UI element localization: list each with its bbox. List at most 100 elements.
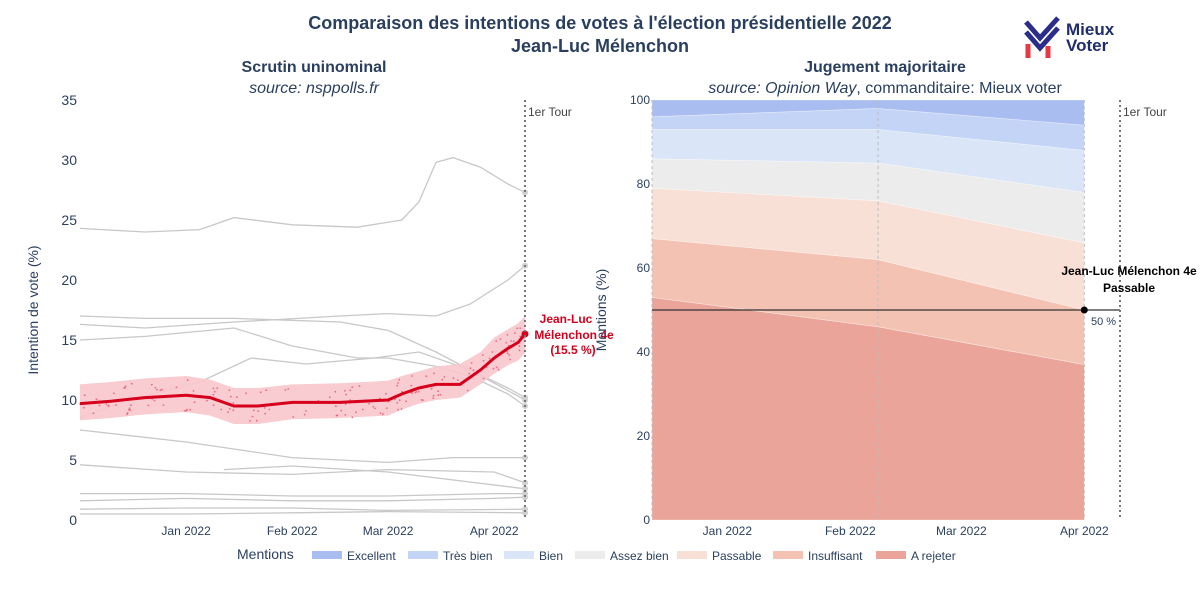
candidate-line: [79, 265, 526, 329]
poll-point: [287, 388, 290, 390]
right-y-tick-label: 0: [643, 513, 650, 527]
poll-point: [334, 390, 337, 393]
left-y-tick-label: 10: [61, 392, 77, 408]
poll-point: [443, 376, 446, 378]
chart-title-line2: Jean-Luc Mélenchon: [510, 36, 690, 56]
poll-point: [518, 345, 521, 348]
mieux-voter-logo-icon: [1024, 16, 1060, 58]
confidence-band: [80, 316, 525, 424]
left-x-tick-label: Apr 2022: [470, 524, 519, 538]
candidate-line: [79, 315, 526, 399]
poll-point: [495, 366, 498, 369]
poll-point: [374, 407, 376, 410]
poll-point: [115, 404, 117, 406]
poll-point: [344, 389, 346, 392]
candidate-end-point: [522, 479, 528, 486]
poll-point: [510, 340, 512, 342]
poll-point: [216, 387, 219, 389]
poll-point: [227, 411, 230, 413]
poll-point: [193, 401, 196, 404]
highlight-trend-line: [79, 333, 527, 408]
poll-point: [368, 402, 370, 405]
poll-point: [328, 396, 331, 398]
poll-point: [340, 409, 343, 412]
poll-point: [183, 410, 186, 412]
candidate-line: [79, 429, 525, 464]
poll-point: [432, 394, 435, 397]
poll-point: [107, 405, 110, 407]
poll-point: [159, 389, 162, 392]
poll-point: [437, 394, 440, 396]
poll-point: [505, 341, 508, 344]
poll-point: [123, 387, 125, 389]
legend-label-insuffisant: Insuffisant: [808, 549, 863, 563]
poll-point: [268, 408, 271, 411]
left-y-tick-label: 15: [61, 332, 77, 348]
logo-text-line1: Mieux: [1066, 20, 1115, 39]
poll-point: [126, 412, 129, 414]
poll-point: [345, 393, 348, 396]
poll-point: [499, 338, 502, 340]
poll-point: [417, 390, 420, 393]
poll-point: [162, 404, 165, 406]
reference-line-label: 50 %: [1091, 316, 1116, 328]
poll-point: [441, 378, 444, 381]
legend-swatch-bien: [504, 551, 534, 559]
poll-point: [303, 413, 306, 416]
legend-label-a-rejeter: A rejeter: [911, 549, 956, 563]
highlight-end-point: [521, 330, 529, 338]
poll-point: [292, 416, 295, 418]
poll-point: [396, 402, 399, 404]
poll-point: [129, 409, 132, 412]
poll-point: [335, 405, 337, 408]
first-round-label: 1er Tour: [528, 105, 572, 119]
poll-point: [495, 340, 498, 342]
right-x-tick-label: Feb 2022: [825, 524, 876, 538]
poll-point: [206, 399, 208, 402]
poll-point: [394, 398, 396, 401]
right-y-tick-label: 20: [637, 429, 651, 443]
poll-point: [228, 389, 231, 391]
poll-point: [255, 419, 258, 422]
poll-point: [468, 372, 471, 375]
poll-point: [398, 378, 401, 381]
legend: Mentions Excellent Très bien Bien Assez bie…: [237, 546, 956, 563]
candidate-line: [80, 492, 525, 497]
poll-point: [379, 412, 382, 414]
candidate-end-point: [522, 189, 528, 196]
poll-point: [186, 379, 189, 382]
left-y-tick-label: 25: [61, 212, 77, 228]
poll-point: [470, 362, 473, 364]
poll-point: [385, 392, 387, 395]
poll-point: [105, 403, 108, 406]
poll-point: [212, 387, 215, 390]
highlight-label-line2: Mélenchon 4e: [534, 328, 614, 342]
poll-point: [147, 404, 150, 407]
poll-point: [398, 399, 401, 402]
legend-swatch-insuffisant: [773, 551, 803, 559]
poll-point: [382, 413, 384, 416]
right-x-tick-label: Jan 2022: [703, 524, 753, 538]
poll-point: [492, 367, 495, 370]
poll-point: [124, 385, 127, 388]
left-y-axis-title: Intention de vote (%): [25, 245, 41, 374]
median-marker: [1080, 306, 1088, 314]
poll-point: [83, 394, 86, 397]
left-y-tick-label: 30: [61, 152, 77, 168]
left-y-tick-label: 20: [61, 272, 77, 288]
poll-point: [220, 408, 223, 411]
poll-point: [349, 389, 352, 392]
poll-point: [156, 388, 158, 391]
poll-point: [95, 398, 98, 401]
poll-point: [153, 399, 156, 402]
poll-point: [422, 399, 424, 401]
poll-point: [150, 383, 153, 386]
poll-point: [497, 368, 500, 371]
candidate-end-point: [522, 494, 528, 501]
right-y-axis-title: Mentions (%): [593, 269, 609, 351]
poll-point: [437, 390, 440, 393]
poll-point: [245, 392, 247, 395]
left-y-tick-label: 5: [69, 452, 77, 468]
candidate-line: [80, 510, 526, 515]
legend-swatch-assez-bien: [575, 551, 605, 559]
